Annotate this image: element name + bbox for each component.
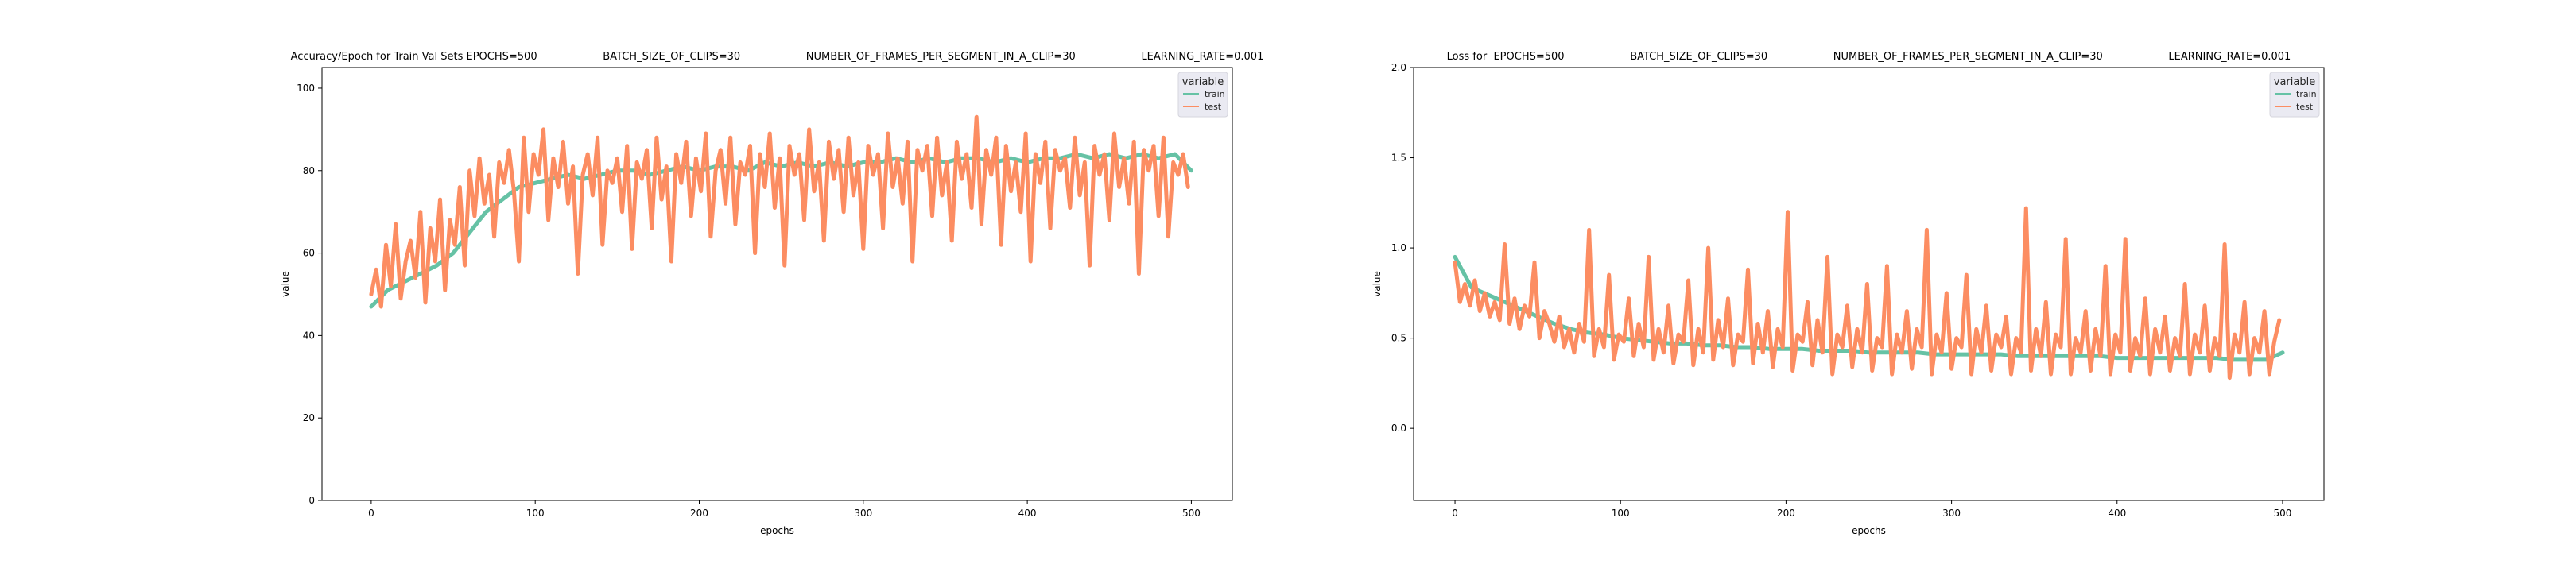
y-tick-label: 100 — [297, 83, 315, 94]
legend-entry-test: test — [2296, 102, 2314, 112]
accuracy-chart: 0 100 200 300 400 500 0 20 40 60 80 100 epochs value A… — [280, 51, 1263, 536]
x-tick-label: 0 — [1452, 508, 1458, 519]
legend-entry-train: train — [1205, 89, 1225, 99]
chart-title: Loss for EPOCHS=500 BATCH_SIZE_OF_CLIPS=… — [1447, 51, 2291, 63]
chart-title: Accuracy/Epoch for Train Val Sets EPOCHS… — [291, 51, 1264, 63]
x-tick-label: 0 — [368, 508, 374, 519]
legend-title: variable — [1182, 76, 1224, 88]
x-tick-label: 400 — [1018, 508, 1037, 519]
x-tick-label: 500 — [1182, 508, 1201, 519]
legend-entry-test: test — [1205, 102, 1222, 112]
series-line-test — [1453, 206, 2282, 381]
loss-chart: 0 100 200 300 400 500 0.0 0.5 1.0 1.5 2.0 epochs val… — [1371, 51, 2325, 536]
y-tick-label: 20 — [303, 412, 315, 423]
x-tick-label: 300 — [1942, 508, 1961, 519]
legend-entry-train: train — [2296, 89, 2317, 99]
series-line-test — [369, 114, 1190, 309]
x-tick-label: 500 — [2274, 508, 2292, 519]
x-tick-label: 200 — [690, 508, 708, 519]
x-tick-label: 200 — [1777, 508, 1795, 519]
y-tick-label: 0.0 — [1391, 423, 1406, 434]
y-axis-label: value — [1371, 271, 1383, 297]
x-axis-label: epochs — [1852, 525, 1886, 536]
y-tick-label: 2.0 — [1391, 62, 1406, 73]
y-tick-label: 1.5 — [1391, 153, 1406, 164]
legend-title: variable — [2274, 76, 2315, 88]
y-axis-label: value — [280, 271, 291, 297]
y-tick-label: 1.0 — [1391, 242, 1406, 253]
y-tick-label: 60 — [303, 248, 315, 259]
x-axis-label: epochs — [760, 525, 794, 536]
y-tick-label: 0 — [308, 495, 315, 506]
x-tick-label: 400 — [2108, 508, 2126, 519]
x-tick-label: 100 — [1612, 508, 1630, 519]
y-tick-label: 0.5 — [1391, 333, 1406, 344]
x-tick-label: 100 — [526, 508, 545, 519]
y-tick-label: 80 — [303, 165, 315, 176]
y-tick-label: 40 — [303, 330, 315, 341]
x-tick-label: 300 — [854, 508, 872, 519]
plot-frame — [321, 67, 1233, 501]
